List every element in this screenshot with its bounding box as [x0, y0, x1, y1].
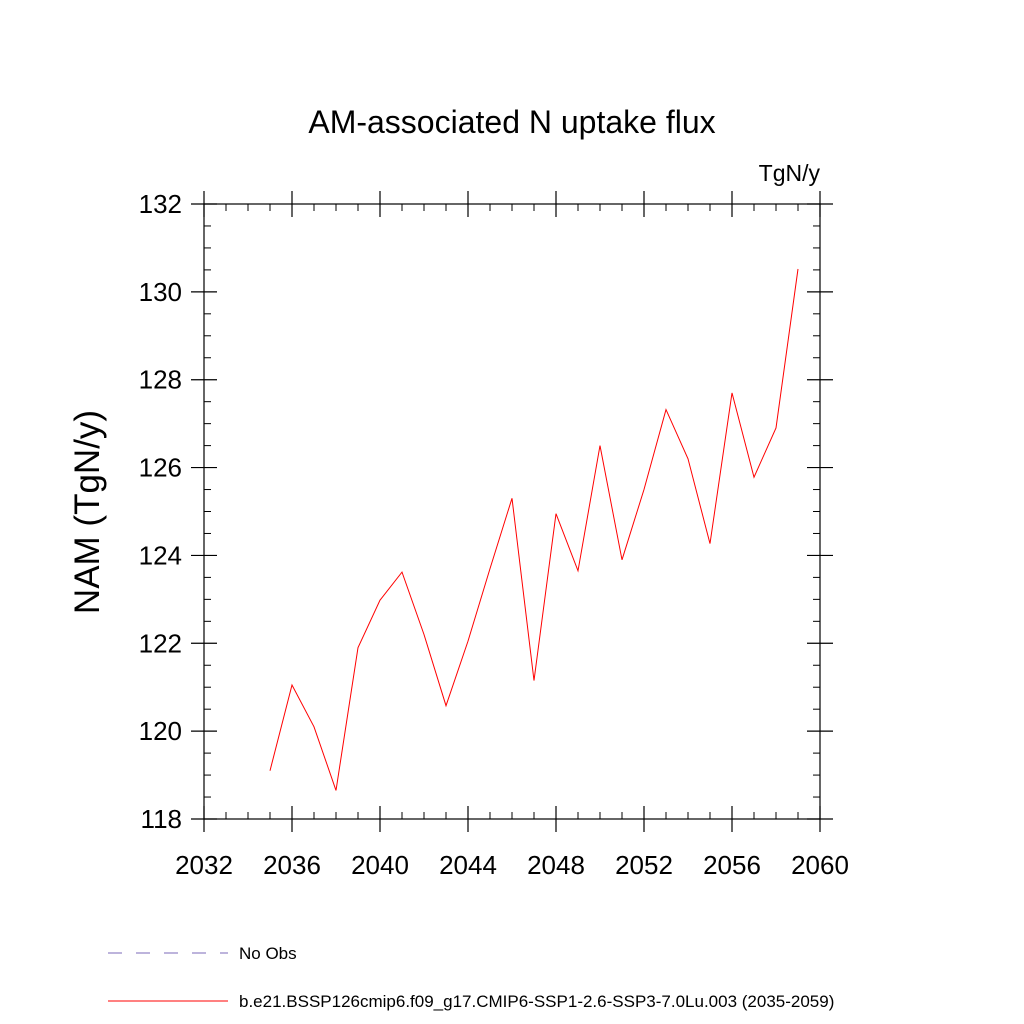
y-axis-label: NAM (TgN/y) — [68, 410, 107, 614]
y-tick-label: 122 — [139, 628, 182, 658]
series-line — [269, 268, 799, 791]
units-label: TgN/y — [759, 160, 821, 186]
x-tick-label: 2052 — [615, 850, 673, 880]
axis-tick-labels: 2032 2036 2040 2044 2048 2052 2056 2060 118 120 12… — [139, 189, 849, 880]
x-tick-label: 2044 — [439, 850, 497, 880]
chart-title: AM-associated N uptake flux — [308, 104, 715, 140]
y-tick-label: 126 — [139, 453, 182, 483]
x-tick-label: 2048 — [527, 850, 585, 880]
y-tick-label: 118 — [141, 804, 182, 834]
plot-frame — [203, 203, 821, 820]
axis-ticks — [191, 191, 833, 832]
x-tick-label: 2036 — [263, 850, 321, 880]
y-tick-label: 130 — [139, 277, 182, 307]
legend-label: No Obs — [239, 944, 297, 963]
x-tick-label: 2032 — [175, 850, 233, 880]
y-tick-label: 124 — [139, 540, 182, 570]
legend-label: b.e21.BSSP126cmip6.f09_g17.CMIP6-SSP1-2.… — [239, 992, 834, 1011]
y-tick-label: 120 — [139, 716, 182, 746]
x-tick-label: 2056 — [703, 850, 761, 880]
y-tick-label: 128 — [139, 365, 182, 395]
y-tick-label: 132 — [139, 189, 182, 219]
x-tick-label: 2040 — [351, 850, 409, 880]
x-tick-label: 2060 — [791, 850, 849, 880]
legend: No Obs b.e21.BSSP126cmip6.f09_g17.CMIP6-S… — [108, 944, 834, 1011]
series-lines — [269, 268, 799, 791]
